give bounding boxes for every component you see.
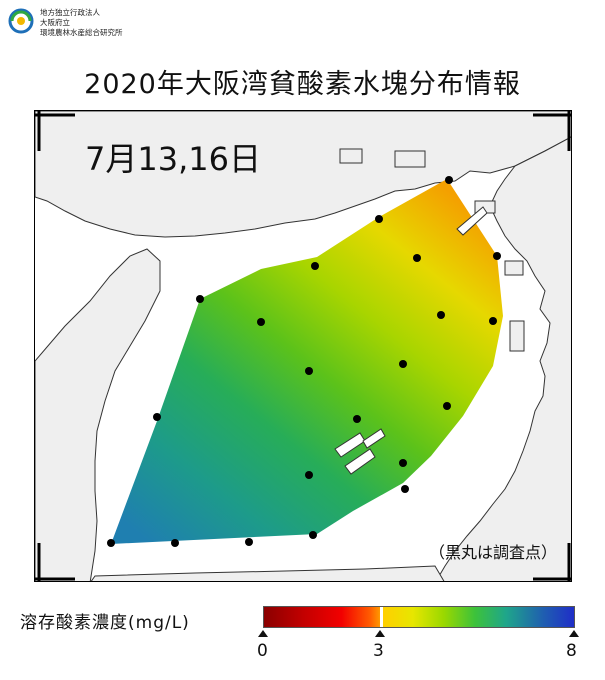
- island-east-3: [509, 320, 525, 352]
- org-header: 地方独立行政法人 大阪府立 環境農林水産総合研究所: [8, 8, 123, 38]
- awaji-island: [35, 248, 161, 581]
- island-north-2: [394, 150, 426, 168]
- color-legend: [258, 606, 579, 637]
- survey-point: [399, 459, 407, 467]
- island-north-1: [339, 148, 363, 164]
- bay-map-graphic: [35, 111, 571, 581]
- tick-marker-8: [569, 630, 579, 637]
- survey-point: [399, 360, 407, 368]
- org-logo-icon: [8, 8, 34, 34]
- island-east-1: [504, 260, 524, 276]
- page-title: 2020年大阪湾貧酸素水塊分布情報: [84, 69, 521, 100]
- survey-point: [257, 318, 265, 326]
- breakwater-2: [344, 448, 376, 475]
- tick-marker-3: [375, 630, 385, 637]
- breakwater-3: [362, 428, 386, 449]
- frame-marks: [35, 111, 571, 581]
- survey-point: [171, 539, 179, 547]
- survey-point: [353, 415, 361, 423]
- survey-points: [107, 176, 501, 547]
- survey-point: [493, 252, 501, 260]
- survey-point: [305, 367, 313, 375]
- land-south: [90, 565, 445, 581]
- legend-label: 溶存酸素濃度(mg/L): [20, 613, 190, 633]
- survey-point: [311, 262, 319, 270]
- survey-point: [489, 317, 497, 325]
- breakwater-4: [456, 206, 488, 236]
- map-date-label: 7月13,16日: [85, 140, 261, 178]
- org-line-2: 大阪府立: [40, 18, 70, 27]
- do-field: [111, 179, 503, 544]
- color-scale-bar: [263, 606, 575, 628]
- land-north: [35, 111, 571, 238]
- survey-point: [107, 539, 115, 547]
- survey-point: [309, 531, 317, 539]
- survey-point: [375, 215, 383, 223]
- tick-marker-0: [258, 630, 268, 637]
- tick-label-0: 0: [257, 641, 268, 661]
- survey-point: [245, 538, 253, 546]
- org-line-3: 環境農林水産総合研究所: [40, 28, 123, 37]
- map-note: （黒丸は調査点）: [428, 543, 557, 562]
- survey-point: [445, 176, 453, 184]
- survey-point: [153, 413, 161, 421]
- survey-point: [196, 295, 204, 303]
- org-line-1: 地方独立行政法人: [40, 8, 100, 17]
- bay-map: 7月13,16日 （黒丸は調査点）: [34, 110, 572, 582]
- survey-point: [305, 471, 313, 479]
- survey-point: [413, 254, 421, 262]
- tick-label-8: 8: [566, 641, 577, 661]
- survey-point: [401, 485, 409, 493]
- survey-point: [437, 311, 445, 319]
- survey-point: [443, 402, 451, 410]
- org-name: 地方独立行政法人 大阪府立 環境農林水産総合研究所: [40, 8, 123, 38]
- tick-label-3: 3: [373, 641, 384, 661]
